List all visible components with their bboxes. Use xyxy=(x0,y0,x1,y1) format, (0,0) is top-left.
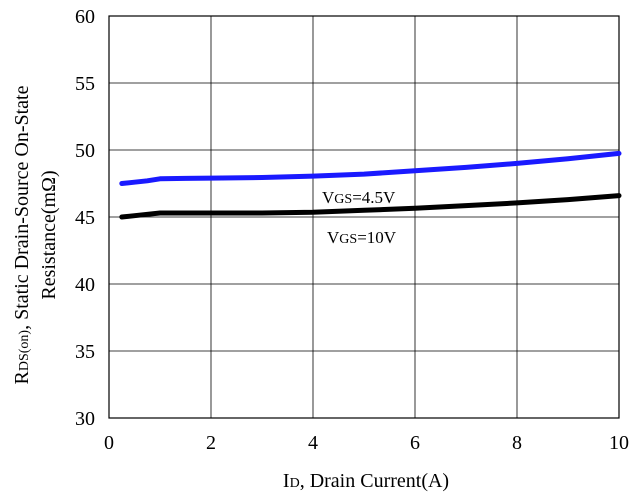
y-tick-label: 55 xyxy=(75,73,95,95)
series-line-1 xyxy=(119,193,622,220)
y-tick-label: 50 xyxy=(75,140,95,162)
tick-labels: 0 2 4 6 8 10 30 35 40 45 50 55 60 xyxy=(75,6,629,454)
y-axis-title: RDS(on), Static Drain-Source On-State Re… xyxy=(11,85,60,384)
series-group xyxy=(119,150,622,220)
svg-text:Resistance(mΩ): Resistance(mΩ) xyxy=(38,170,60,299)
y-tick-label: 35 xyxy=(75,341,95,363)
x-tick-label: 4 xyxy=(308,432,318,454)
y-tick-label: 30 xyxy=(75,408,95,430)
annotation-vgs-4-5v: VGS=4.5V xyxy=(322,188,396,207)
grid-lines xyxy=(109,16,619,418)
y-tick-label: 60 xyxy=(75,6,95,28)
plot-frame xyxy=(108,15,620,419)
x-tick-label: 0 xyxy=(104,432,114,454)
annotation-vgs-10v: VGS=10V xyxy=(327,228,397,247)
y-tick-label: 45 xyxy=(75,207,95,229)
x-tick-label: 8 xyxy=(512,432,522,454)
x-tick-label: 6 xyxy=(410,432,420,454)
svg-text:RDS(on), Static Drain-Source O: RDS(on), Static Drain-Source On-State xyxy=(11,85,33,384)
x-tick-label: 2 xyxy=(206,432,216,454)
y-tick-label: 40 xyxy=(75,274,95,296)
series-line-0 xyxy=(119,150,622,186)
x-axis-title: ID, Drain Current(A) xyxy=(283,470,449,492)
x-tick-label: 10 xyxy=(609,432,629,454)
